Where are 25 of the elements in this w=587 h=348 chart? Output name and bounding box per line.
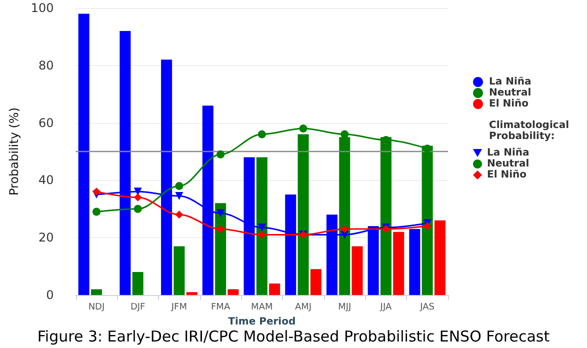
x-tick-label: AMJ (294, 302, 312, 312)
legend-title: Climatological Probability: (489, 120, 569, 142)
x-tick-label: JAS (419, 302, 435, 312)
y-tick-label: 40 (38, 173, 54, 188)
y-tick-label: 0 (46, 288, 54, 302)
y-tick-label: 100 (30, 1, 54, 15)
legend-label: Neutral (489, 88, 532, 98)
legend-label: La Niña (487, 148, 530, 158)
text: Figure 3: Early-Dec IRI/CPC Model-Based Probabilistic ENSO Forecast (37, 328, 550, 346)
legend-label: El Niño (489, 98, 529, 110)
x-axis-title: Time Period (228, 316, 296, 328)
legend-label: Neutral (487, 158, 530, 170)
y-tick-label: 60 (38, 116, 54, 130)
x-tick-label: JJA (379, 302, 392, 312)
x-tick-label: DJF (130, 302, 146, 312)
legend-label: El Niño (487, 170, 527, 180)
y-tick-label: 80 (38, 58, 54, 72)
x-tick-label: FMA (210, 302, 231, 312)
legend-label: La Niña (489, 76, 532, 88)
x-tick-label: MAM (251, 302, 273, 312)
x-tick-label: JFM (170, 302, 187, 312)
y-tick-label: 20 (38, 230, 54, 245)
x-tick-label: NDJ (88, 302, 105, 312)
x-tick-label: MJJ (338, 302, 352, 312)
y-axis-title: Probability (%) (7, 107, 21, 196)
